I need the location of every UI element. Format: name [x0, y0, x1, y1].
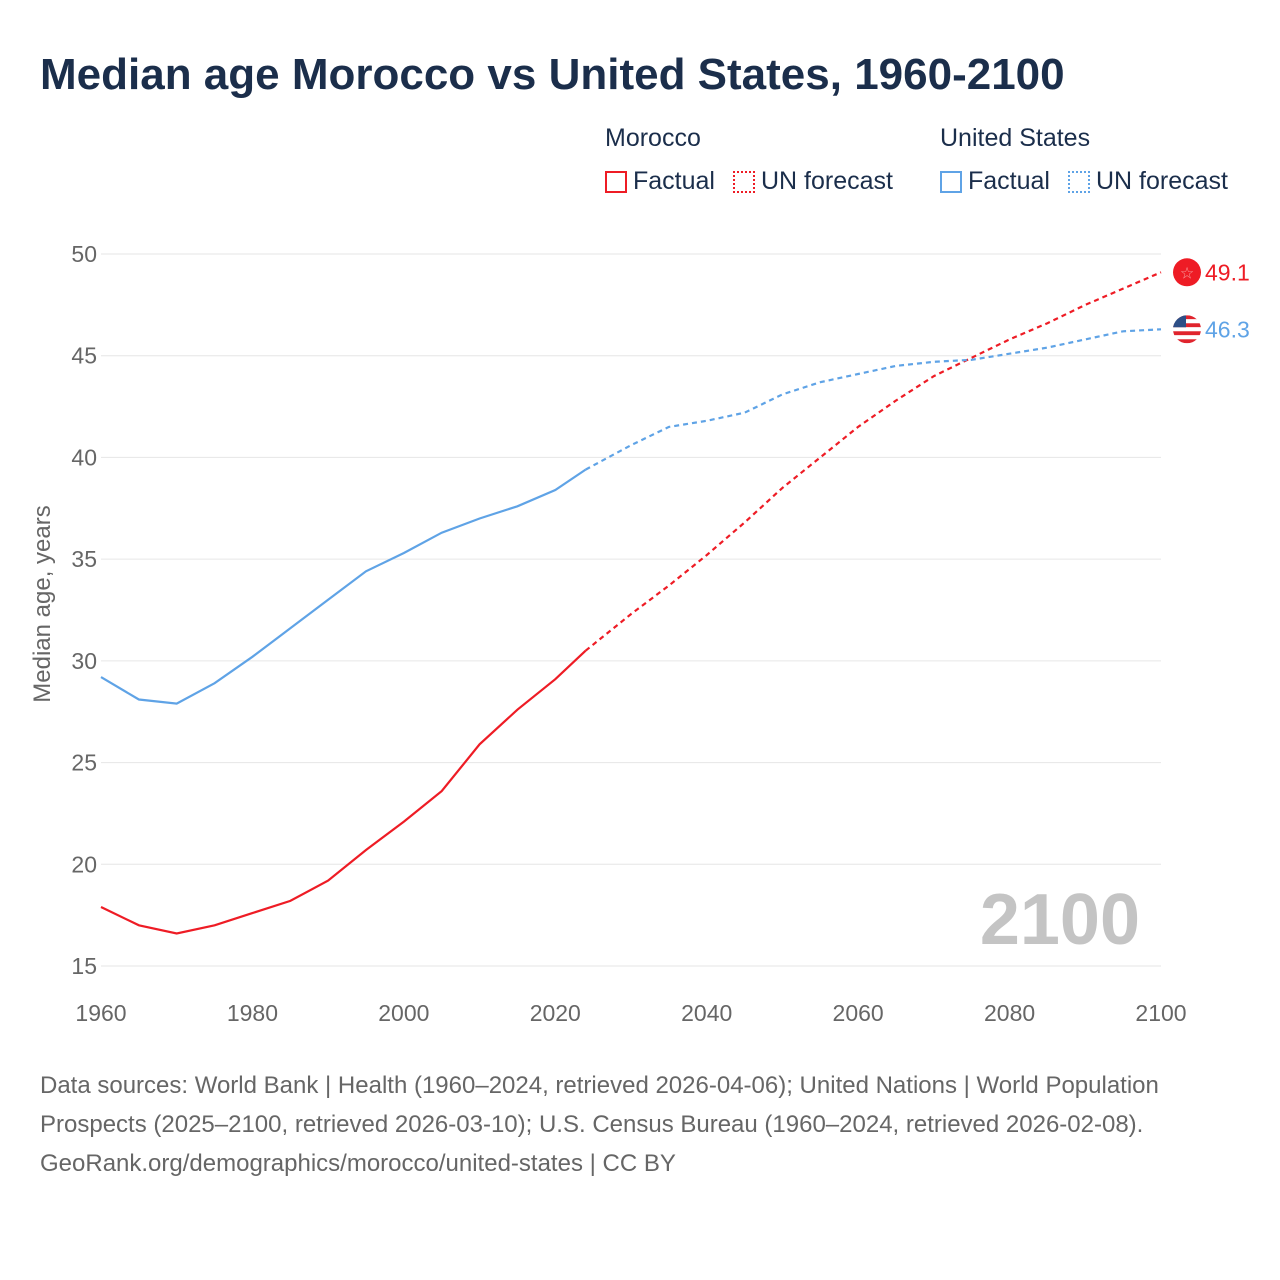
- series-line-forecast-1: [585, 328, 1162, 471]
- y-tick-label: 40: [71, 444, 97, 470]
- morocco-flag-icon: [1173, 258, 1201, 287]
- legend-label: UN forecast: [1095, 167, 1228, 195]
- legend-morocco-factual[interactable]: Factual: [605, 167, 715, 196]
- dotted-swatch-icon: [732, 170, 755, 193]
- year-watermark: 2100: [980, 880, 1140, 960]
- legend-us-forecast[interactable]: UN forecast: [1067, 167, 1228, 196]
- data-sources: Data sources: World Bank | Health (1960–…: [40, 1072, 1159, 1138]
- legend-label: Factual: [968, 167, 1050, 195]
- y-tick-label: 35: [71, 546, 97, 572]
- legend-us-factual[interactable]: Factual: [940, 167, 1050, 196]
- x-tick-label: 2100: [1135, 1000, 1186, 1026]
- x-tick-label: 2020: [530, 1000, 581, 1026]
- y-tick-label: 30: [71, 648, 97, 674]
- chart-title: Median age Morocco vs United States, 196…: [40, 50, 1065, 99]
- flag-stripe: [1173, 331, 1201, 336]
- footer: Data sources: World Bank | Health (1960–…: [40, 1066, 1240, 1183]
- legend-group-label: Morocco: [605, 124, 701, 152]
- end-value-label: 49.1: [1205, 259, 1250, 285]
- flag-body: [1173, 315, 1201, 344]
- x-tick-label: 2000: [378, 1000, 429, 1026]
- legend-united-states: United States Factual UN forecast: [940, 124, 1228, 196]
- y-tick-label: 20: [71, 851, 97, 877]
- flag-stripe: [1173, 327, 1201, 332]
- flag-stripe: [1173, 319, 1201, 324]
- y-tick-label: 50: [71, 241, 97, 267]
- series-line-factual-0: [100, 649, 587, 935]
- attribution-link[interactable]: GeoRank.org/demographics/morocco/united-…: [40, 1150, 676, 1177]
- x-tick-label: 2060: [833, 1000, 884, 1026]
- flag-stripe: [1173, 315, 1201, 320]
- flag-stripe: [1173, 323, 1201, 328]
- star-icon: ☆: [1180, 265, 1194, 282]
- legend-label: UN forecast: [760, 167, 893, 195]
- chart-plot: 15 20 25 30 35 40 45 50 1960 1980 2000 2020 2040 2060…: [29, 241, 1250, 1026]
- x-tick-label: 1980: [227, 1000, 278, 1026]
- flag-stripe: [1173, 339, 1201, 344]
- legend-group-label: United States: [940, 124, 1091, 152]
- series-line-forecast-0: [584, 271, 1162, 652]
- us-flag-icon: [1173, 315, 1201, 344]
- y-tick-label: 45: [71, 343, 97, 369]
- y-tick-label: 15: [71, 953, 97, 979]
- flag-stripe: [1173, 335, 1201, 340]
- legend-label: Factual: [633, 167, 715, 195]
- y-tick-label: 25: [71, 750, 97, 776]
- dotted-swatch-icon: [1067, 170, 1090, 193]
- x-tick-label: 2080: [984, 1000, 1035, 1026]
- end-value-label: 46.3: [1205, 316, 1250, 342]
- legend-morocco-forecast[interactable]: UN forecast: [732, 167, 893, 196]
- solid-swatch-icon: [605, 170, 627, 193]
- solid-swatch-icon: [940, 170, 962, 193]
- legend-morocco: Morocco Factual UN forecast: [605, 124, 893, 196]
- x-tick-label: 2040: [681, 1000, 732, 1026]
- x-tick-label: 1960: [75, 1000, 126, 1026]
- series-line-factual-1: [100, 468, 587, 705]
- y-axis-label: Median age, years: [29, 505, 56, 702]
- flag-canton: [1173, 315, 1186, 328]
